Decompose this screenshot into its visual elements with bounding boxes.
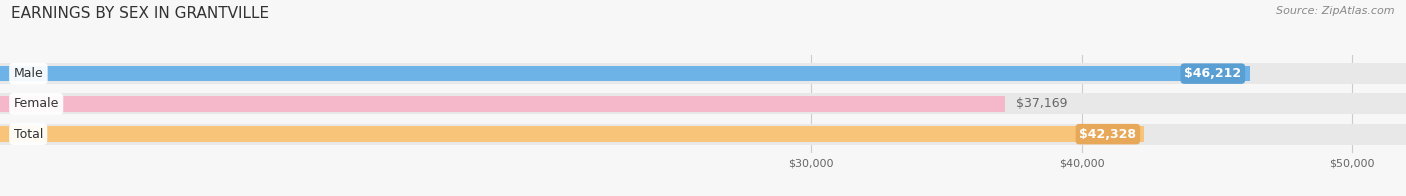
Bar (0, 93, 1406, 114)
Text: $46,212: $46,212 (1184, 67, 1241, 80)
Text: EARNINGS BY SEX IN GRANTVILLE: EARNINGS BY SEX IN GRANTVILLE (11, 6, 270, 21)
Bar (0, 96, 1005, 112)
Text: Total: Total (14, 128, 44, 141)
Bar (0, 63, 1406, 84)
Bar (0, 123, 1406, 145)
Text: $37,169: $37,169 (1015, 97, 1067, 110)
Text: $42,328: $42,328 (1080, 128, 1136, 141)
Text: Source: ZipAtlas.com: Source: ZipAtlas.com (1277, 6, 1395, 16)
Bar (0, 66, 1250, 82)
Bar (0, 126, 1144, 142)
Text: Male: Male (14, 67, 44, 80)
Text: Female: Female (14, 97, 59, 110)
